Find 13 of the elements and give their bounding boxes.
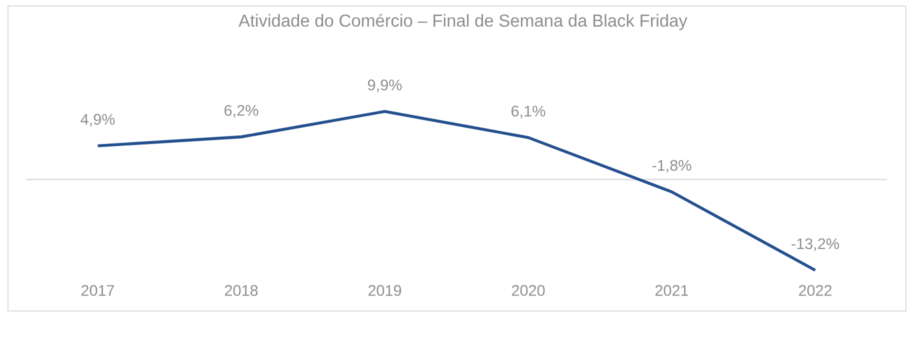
data-label: 9,9% bbox=[368, 80, 402, 92]
data-label: -13,2% bbox=[792, 238, 839, 251]
x-tick-label: 2018 bbox=[224, 285, 258, 296]
x-tick-label: 2022 bbox=[798, 285, 832, 296]
data-label: 6,2% bbox=[224, 104, 258, 118]
data-label: -1,8% bbox=[652, 160, 692, 173]
x-tick-label: 2017 bbox=[81, 285, 114, 296]
x-tick-label: 2021 bbox=[655, 285, 688, 296]
data-label: 4,9% bbox=[80, 114, 115, 127]
x-tick-label: 2020 bbox=[512, 285, 545, 296]
chart-title: Atividade do Comércio – Final de Semana da Black Friday bbox=[238, 14, 688, 30]
data-label: 6,1% bbox=[512, 106, 546, 118]
x-tick-label: 2019 bbox=[368, 285, 402, 296]
